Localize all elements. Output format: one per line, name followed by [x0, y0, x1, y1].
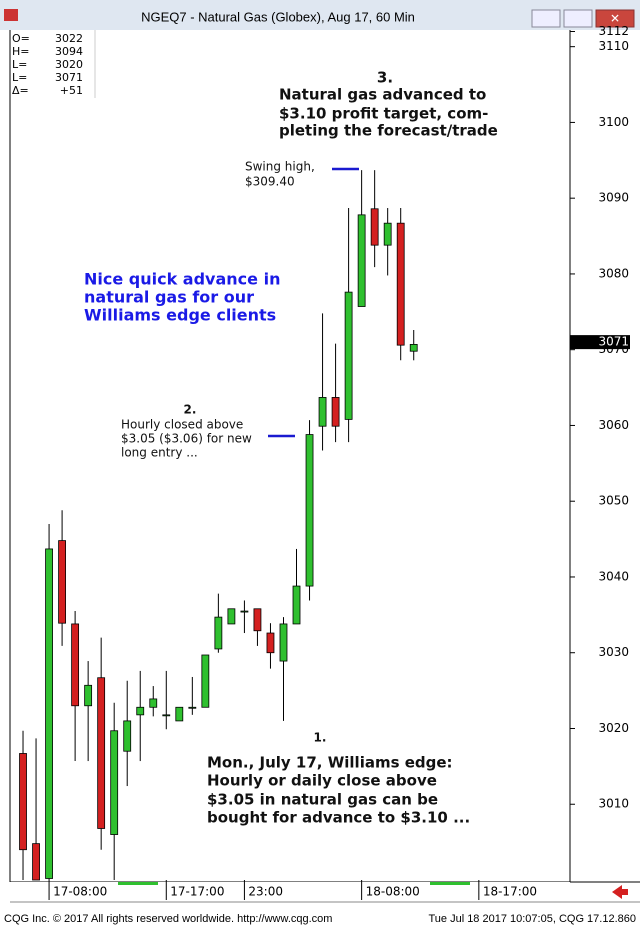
candle-body — [58, 540, 66, 624]
info-label: O= — [12, 32, 30, 45]
x-tick-label: 18-08:00 — [366, 885, 420, 899]
annotation-number: 3. — [377, 69, 393, 87]
last-price-box — [570, 335, 630, 350]
y-tick-label: 3020 — [598, 721, 629, 735]
annotation: Hourly closed above — [121, 418, 243, 432]
maximize-button[interactable] — [563, 9, 593, 28]
candle-body — [162, 714, 171, 717]
candle-body — [292, 585, 301, 625]
y-tick-label: 3100 — [598, 115, 629, 129]
info-value: 3020 — [55, 58, 83, 71]
footer-left: CQG Inc. © 2017 All rights reserved worl… — [4, 913, 332, 925]
candle-body — [240, 610, 249, 613]
y-tick-label: 3050 — [598, 494, 629, 508]
candle-body — [344, 291, 353, 420]
info-value: 3071 — [55, 71, 83, 84]
info-value: 3094 — [55, 45, 83, 58]
y-tick-label: 3040 — [598, 569, 629, 583]
candle-body — [19, 753, 27, 851]
scroll-arrow[interactable] — [612, 885, 628, 899]
session-marker — [430, 882, 470, 885]
candle-body — [279, 623, 288, 662]
session-marker — [118, 882, 158, 885]
annotation: Swing high, — [245, 160, 315, 174]
candle-body — [396, 222, 405, 346]
y-tick-label: 3110 — [598, 39, 629, 53]
candle-body — [331, 397, 340, 427]
annotation-number: 1. — [314, 731, 327, 745]
candle-body — [318, 397, 327, 427]
annotation-number: 2. — [184, 403, 197, 417]
candle-body — [71, 623, 80, 707]
y-tick-label: 3080 — [598, 266, 629, 280]
candle-body — [136, 706, 145, 716]
candle-body — [370, 208, 379, 246]
annotation: Mon., July 17, Williams edge: — [207, 754, 453, 772]
x-axis-band — [10, 882, 570, 902]
app-icon — [4, 9, 18, 21]
annotation: Nice quick advance in — [84, 270, 280, 289]
info-label: H= — [12, 45, 30, 58]
candle-body — [32, 843, 40, 881]
candle-body — [175, 706, 184, 722]
annotation: Hourly or daily close above — [207, 772, 437, 790]
candle-body — [84, 684, 93, 707]
candle-body — [227, 608, 236, 625]
annotation: Natural gas advanced to — [279, 86, 486, 104]
annotation: long entry ... — [121, 446, 198, 460]
annotation: pleting the forecast/trade — [279, 122, 498, 140]
candle-body — [188, 706, 197, 709]
candle-body — [123, 720, 132, 752]
info-label: Δ= — [12, 84, 29, 97]
candle-body — [357, 214, 366, 307]
candle-body — [45, 548, 53, 879]
annotation: bought for advance to $3.10 ... — [207, 809, 470, 827]
candle-body — [110, 730, 119, 835]
annotation: $309.40 — [245, 175, 295, 189]
window-title: NGEQ7 - Natural Gas (Globex), Aug 17, 60… — [141, 9, 415, 24]
close-icon: ✕ — [610, 12, 620, 26]
candle-body — [305, 434, 314, 587]
info-value: +51 — [60, 84, 83, 97]
y-tick-label: 3010 — [598, 797, 629, 811]
info-value: 3022 — [55, 32, 83, 45]
annotation: $3.05 ($3.06) for new — [121, 432, 252, 446]
x-tick-label: 23:00 — [248, 885, 283, 899]
annotation: $3.05 in natural gas can be — [207, 791, 438, 809]
close-button[interactable] — [595, 9, 635, 28]
candle-body — [214, 616, 223, 650]
candle-body — [149, 698, 158, 708]
last-price-label: 3071 — [598, 335, 629, 349]
annotation: Williams edge clients — [84, 306, 276, 325]
candle-body — [383, 222, 392, 246]
x-tick-label: 18-17:00 — [483, 885, 537, 899]
candle-body — [266, 632, 275, 654]
footer-right: Tue Jul 18 2017 10:07:05, CQG 17.12.860 — [428, 913, 636, 925]
candle-body — [97, 677, 106, 829]
y-tick-label: 3030 — [598, 645, 629, 659]
y-tick-label: 3090 — [598, 191, 629, 205]
annotation: natural gas for our — [84, 288, 254, 307]
info-label: L= — [12, 58, 27, 71]
x-tick-label: 17-08:00 — [53, 885, 107, 899]
candle-body — [253, 608, 262, 632]
x-tick-label: 17-17:00 — [170, 885, 224, 899]
y-tick-label: 3060 — [598, 418, 629, 432]
candle-body — [409, 343, 418, 352]
y-tick-label: 3112 — [598, 24, 629, 38]
candle-body — [201, 654, 210, 708]
info-label: L= — [12, 71, 27, 84]
minimize-button[interactable] — [531, 9, 561, 28]
annotation: $3.10 profit target, com- — [279, 105, 488, 123]
